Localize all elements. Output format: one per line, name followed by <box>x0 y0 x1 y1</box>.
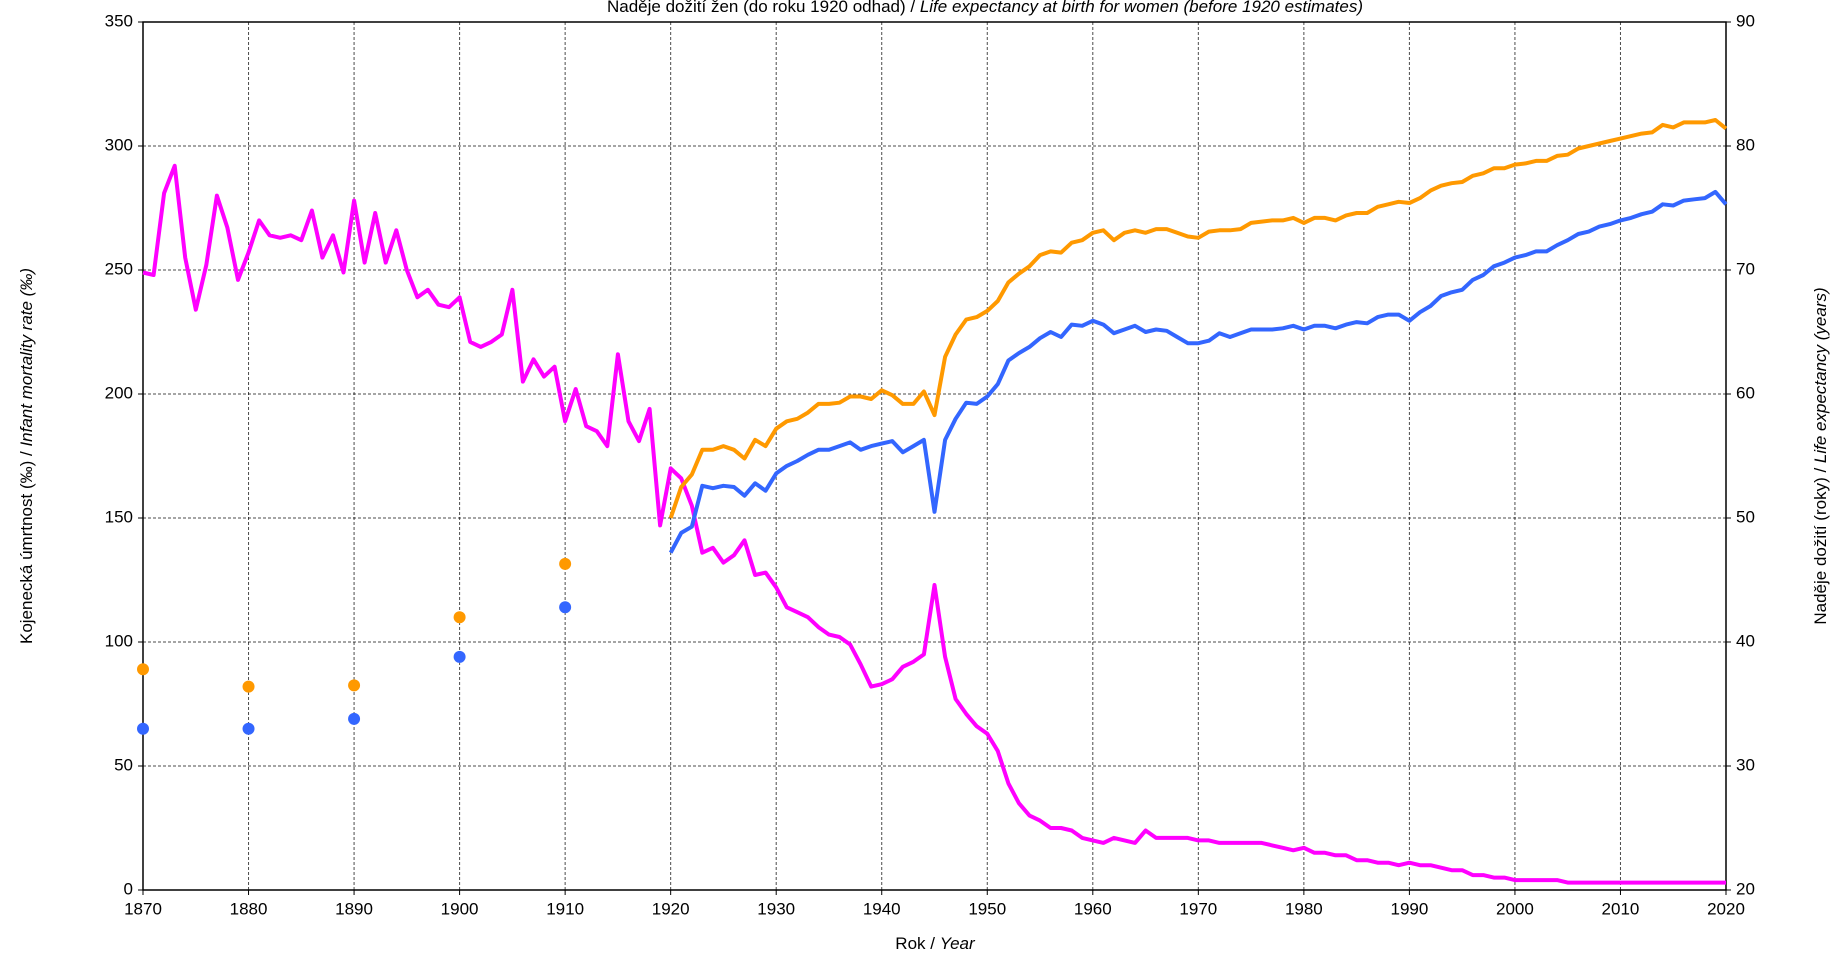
data-line <box>668 118 1728 519</box>
label-part: Infant mortality rate (‰) <box>17 268 36 447</box>
x-tick-label: 1890 <box>335 899 373 918</box>
data-point <box>242 680 255 693</box>
x-tick-label: 1930 <box>757 899 795 918</box>
data-line <box>142 163 1726 885</box>
y2-axis-label: Naděje dožití (roky) / Life expectancy (… <box>1811 287 1830 624</box>
x-tick-label: 2000 <box>1496 899 1534 918</box>
x-tick-label: 1910 <box>546 899 584 918</box>
x-tick-label: 1960 <box>1074 899 1112 918</box>
x-tick-label: 1940 <box>863 899 901 918</box>
y2-tick-label: 50 <box>1736 507 1755 526</box>
y-tick-label: 100 <box>105 631 133 650</box>
x-tick-label: 1880 <box>230 899 268 918</box>
y-tick-label: 0 <box>124 879 133 898</box>
x-tick-label: 1980 <box>1285 899 1323 918</box>
plot-frame <box>142 21 1727 891</box>
y2-tick-label: 80 <box>1736 135 1755 154</box>
x-tick-label: 1870 <box>124 899 162 918</box>
title-part: Naděje dožití žen (do roku 1920 odhad) / <box>607 0 920 16</box>
data-point <box>559 601 572 614</box>
data-point <box>242 722 255 735</box>
x-tick-label: 1920 <box>652 899 690 918</box>
y-tick-label: 300 <box>105 135 133 154</box>
x-axis-label: Rok / Year <box>895 934 976 953</box>
label-part: Kojenecká úmrtnost (‰) / <box>17 447 36 644</box>
y2-tick-label: 60 <box>1736 383 1755 402</box>
label-part: Naděje dožití (roky) / <box>1811 463 1830 625</box>
x-tick-label: 2020 <box>1707 899 1745 918</box>
x-tick-label: 1950 <box>968 899 1006 918</box>
data-point <box>453 650 466 663</box>
data-point <box>348 679 361 692</box>
y-tick-label: 250 <box>105 259 133 278</box>
y-tick-label: 150 <box>105 507 133 526</box>
data-point <box>348 712 361 725</box>
data-point <box>453 611 466 624</box>
x-tick-label: 1970 <box>1179 899 1217 918</box>
title-part: Life expectancy at birth for women (befo… <box>920 0 1363 16</box>
label-part: Year <box>940 934 976 953</box>
data-line <box>668 189 1728 554</box>
y-tick-label: 350 <box>105 11 133 30</box>
y2-tick-label: 30 <box>1736 755 1755 774</box>
x-tick-label: 1900 <box>441 899 479 918</box>
x-tick-label: 1990 <box>1390 899 1428 918</box>
y-tick-label: 200 <box>105 383 133 402</box>
y2-tick-label: 20 <box>1736 879 1755 898</box>
label-part: Rok / <box>895 934 939 953</box>
y2-tick-label: 90 <box>1736 11 1755 30</box>
x-tick-label: 2010 <box>1602 899 1640 918</box>
data-point <box>137 722 149 735</box>
data-point <box>559 557 572 570</box>
y2-tick-label: 40 <box>1736 631 1755 650</box>
chart-title: Naděje dožití žen (do roku 1920 odhad) /… <box>607 0 1363 16</box>
y-axis-label: Kojenecká úmrtnost (‰) / Infant mortalit… <box>17 268 36 644</box>
data-point <box>137 663 149 676</box>
y-tick-label: 50 <box>114 755 133 774</box>
label-part: Life expectancy (years) <box>1811 287 1830 463</box>
y2-tick-label: 70 <box>1736 259 1755 278</box>
